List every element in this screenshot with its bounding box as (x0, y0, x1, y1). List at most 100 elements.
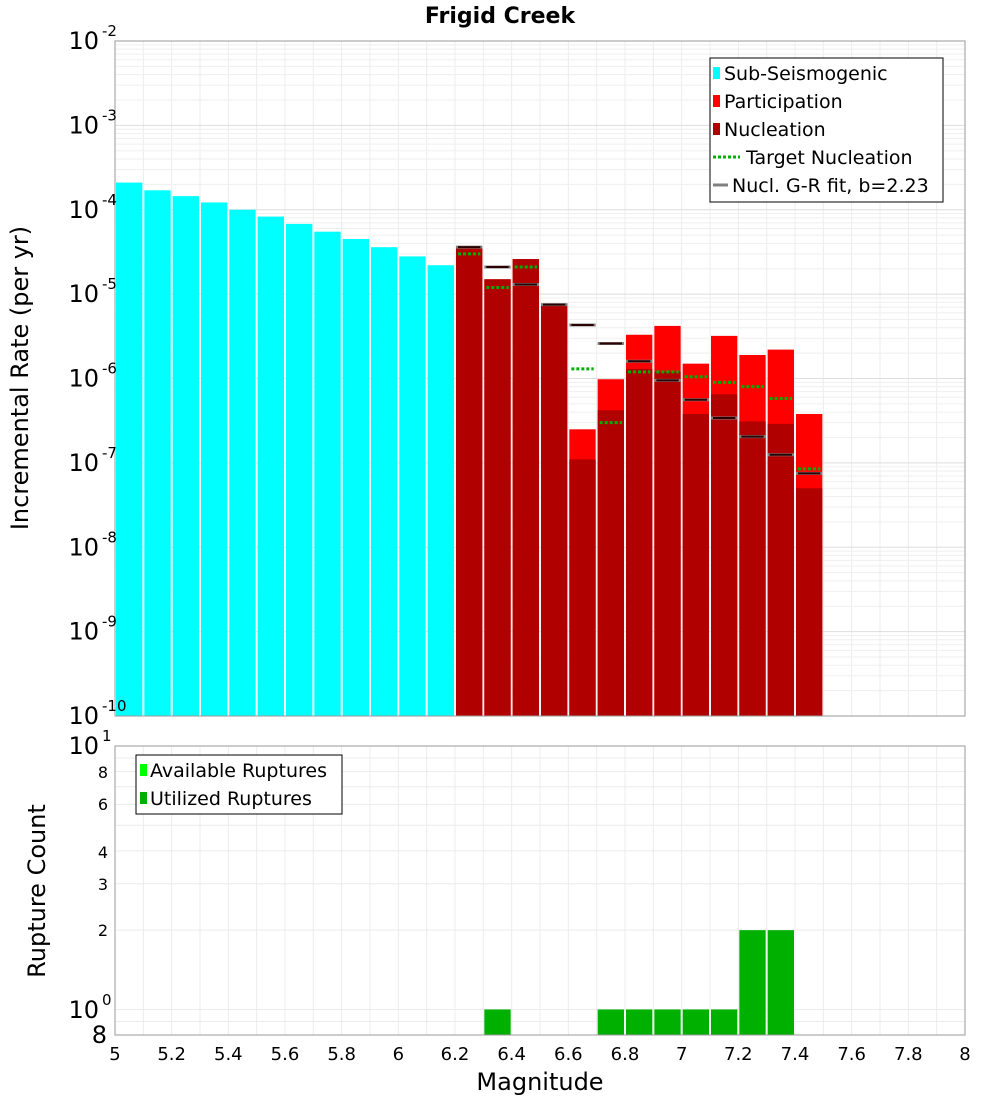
legend-swatch-available-ruptures (140, 764, 147, 776)
utilized-ruptures-bar (739, 930, 766, 1035)
rate-y-tick-base: 10 (68, 111, 99, 139)
rupture-y-ticks: 10 1 8 6 4 3 2 10 0 8 (68, 727, 111, 1049)
legend-swatch-sub-seismogenic (713, 67, 720, 79)
rate-y-tick-base: 10 (68, 533, 99, 561)
rupture-y-tick-2: 2 (98, 921, 108, 940)
rupture-y-tick-6: 6 (98, 795, 108, 814)
rupture-y-tick-base-bottom: 10 (68, 996, 99, 1024)
magnitude-x-tick: 6.4 (497, 1044, 526, 1065)
legend-swatch-utilized-ruptures (140, 792, 147, 804)
sub-seismogenic-bar (342, 239, 369, 716)
magnitude-x-axis-label: Magnitude (476, 1068, 603, 1096)
rate-plot-frame (114, 40, 966, 717)
sub-seismogenic-bar (427, 265, 454, 716)
sub-seismogenic-bar (314, 231, 341, 716)
magnitude-x-tick: 6 (393, 1044, 404, 1065)
sub-seismogenic-bar (201, 202, 228, 717)
sub-seismogenic-bar (399, 256, 426, 716)
nucleation-bar (456, 248, 483, 717)
utilized-ruptures-bar (597, 1009, 624, 1035)
nucleation-bar (569, 459, 596, 716)
utilized-ruptures-bar (767, 930, 794, 1035)
nucleation-bar (796, 488, 823, 716)
nucleation-bar (682, 413, 709, 716)
magnitude-x-ticks: 5 5.2 5.4 5.6 5.8 6 6.2 6.4 6.6 6.8 7 7.2 7.4 7.6 7.8 8 (109, 1044, 970, 1065)
magnitude-x-tick: 5.8 (327, 1044, 356, 1065)
rate-y-tick-exponent: -6 (102, 360, 117, 378)
rate-legend-box (709, 57, 944, 203)
rupture-y-axis-label: Rupture Count (23, 804, 51, 978)
rate-y-tick-exponent: -2 (102, 22, 117, 40)
rupture-y-tick-exp-bottom: 0 (102, 991, 112, 1009)
nucleation-bar (541, 303, 568, 716)
magnitude-x-tick: 8 (959, 1044, 970, 1065)
utilized-ruptures-bar (484, 1009, 511, 1035)
rate-grid (114, 41, 966, 717)
magnitude-x-tick: 6.8 (611, 1044, 640, 1065)
rate-y-tick-base: 10 (68, 702, 99, 730)
nucleation-bar (597, 410, 624, 716)
rate-y-tick-exponent: -7 (102, 444, 117, 462)
magnitude-x-tick: 7.2 (724, 1044, 753, 1065)
legend-label-nucleation: Nucleation (724, 119, 826, 141)
sub-seismogenic-bar (286, 223, 313, 716)
rupture-y-tick-8-upper: 8 (98, 763, 108, 782)
sub-seismogenic-bar (257, 216, 284, 716)
nucleation-bar (654, 371, 681, 716)
nucleation-bar (739, 421, 766, 716)
rate-markers (456, 245, 823, 475)
utilized-ruptures-bar (682, 1009, 709, 1035)
rate-legend: Sub-Seismogenic Participation Nucleation… (709, 57, 944, 203)
utilized-ruptures-bar (626, 1009, 653, 1035)
rupture-y-tick-base-top: 10 (68, 732, 99, 760)
nucleation-bar (626, 368, 653, 716)
rate-y-tick-exponent: -3 (102, 106, 117, 124)
rate-y-tick-base: 10 (68, 365, 99, 393)
legend-swatch-participation (713, 95, 720, 107)
magnitude-x-tick: 5.2 (157, 1044, 186, 1065)
rate-y-tick-base: 10 (68, 280, 99, 308)
magnitude-x-tick: 7.8 (894, 1044, 923, 1065)
rupture-y-tick-3: 3 (98, 875, 108, 894)
utilized-ruptures-bar (711, 1009, 738, 1035)
rupture-y-tick-8-lower: 8 (92, 1021, 107, 1049)
rupture-count-plot: 10 1 8 6 4 3 2 10 0 8 5 5.2 5.4 5.6 5.8 6 6.2 6… (23, 727, 971, 1096)
nucleation-bar (484, 279, 511, 716)
magnitude-x-tick: 6.6 (554, 1044, 583, 1065)
legend-label-sub-seismogenic: Sub-Seismogenic (724, 63, 888, 85)
rate-y-tick-base: 10 (68, 618, 99, 646)
rate-y-tick-exponent: -9 (102, 613, 117, 631)
rate-y-tick-exponent: -8 (102, 528, 117, 546)
sub-seismogenic-bar (172, 196, 199, 716)
legend-label-available-ruptures: Available Ruptures (150, 760, 327, 782)
legend-swatch-nucleation (713, 123, 720, 135)
legend-label-gr-fit: Nucl. G-R fit, b=2.23 (732, 175, 929, 197)
rupture-bars (484, 930, 794, 1035)
rate-y-tick-exponent: -5 (102, 275, 117, 293)
magnitude-x-tick: 7.6 (837, 1044, 866, 1065)
rate-y-tick-exponent: -10 (102, 697, 127, 715)
magnitude-x-tick: 5.6 (271, 1044, 300, 1065)
legend-label-participation: Participation (724, 91, 843, 113)
rupture-legend-box (135, 754, 343, 815)
sub-seismogenic-bar (116, 182, 143, 716)
legend-label-utilized-ruptures: Utilized Ruptures (150, 788, 312, 810)
magnitude-x-tick: 5 (109, 1044, 120, 1065)
rate-y-tick-base: 10 (68, 449, 99, 477)
rupture-y-tick-exp-top: 1 (102, 727, 112, 745)
nucleation-bar (767, 423, 794, 716)
sub-seismogenic-bar (229, 209, 256, 716)
rate-y-tick-base: 10 (68, 27, 99, 55)
nucleation-bar (512, 259, 539, 716)
magnitude-x-tick: 5.4 (214, 1044, 243, 1065)
rupture-y-tick-4: 4 (98, 843, 108, 862)
rate-y-tick-exponent: -4 (102, 191, 117, 209)
rate-y-tick-base: 10 (68, 196, 99, 224)
magnitude-x-tick: 7.4 (781, 1044, 810, 1065)
legend-label-target-nucleation: Target Nucleation (745, 147, 913, 169)
utilized-ruptures-bar (654, 1009, 681, 1035)
rupture-plot-frame (114, 745, 966, 1036)
